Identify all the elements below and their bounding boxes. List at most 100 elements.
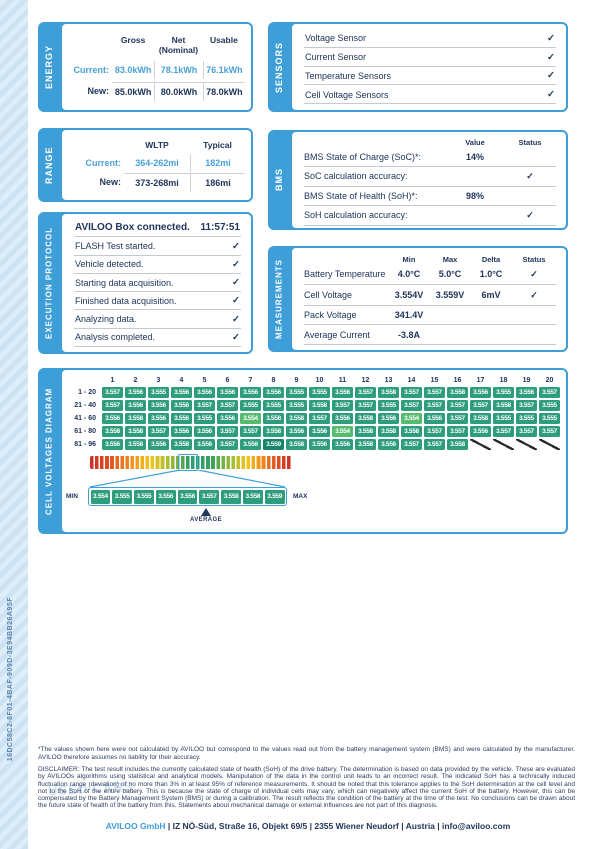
check-icon: ✓ [232, 277, 240, 288]
energy-header-gross: Gross [120, 35, 146, 46]
cell-voltage-value: 3.556 [148, 400, 169, 411]
bms-row-value: 98% [446, 187, 504, 206]
execution-protocol-list: AVILOO Box connected. 11:57:51 FLASH Tes… [74, 219, 241, 347]
grid-column-header: 5 [202, 377, 207, 384]
measurement-max: 5.0°C [430, 265, 470, 285]
grid-column-header: 9 [294, 377, 299, 384]
bms-row-label: BMS State of Charge (SoC)*: [304, 148, 446, 167]
grid-column-header: 10 [315, 377, 324, 384]
check-icon: ✓ [512, 265, 556, 285]
cell-voltage-value: 3.557 [332, 400, 353, 411]
cell-voltage-value: 3.555 [286, 400, 307, 411]
cell-voltage-value: 3.558 [125, 426, 146, 437]
sensor-label: Cell Voltage Sensors [305, 89, 389, 100]
sensors-section: SENSORS Voltage Sensor ✓ Current Sensor … [268, 22, 568, 112]
measurement-min: 3.554V [388, 286, 430, 306]
average-marker-icon [201, 508, 211, 516]
cell-voltage-value: 3.558 [355, 439, 376, 450]
grid-column-header: 20 [545, 377, 554, 384]
cell-voltage-value: 3.557 [355, 400, 376, 411]
measurements-header-empty [304, 254, 388, 265]
report-uuid: 16DC58C2-8F01-4BAF-909D-3E94BB26A95F [7, 596, 14, 761]
grid-column-header: 7 [248, 377, 253, 384]
cell-voltage-value: 3.556 [286, 426, 307, 437]
range-section: RANGE WLTP Typical Current: 364-262mi 18… [38, 128, 253, 202]
cell-voltage-value: 3.556 [194, 426, 215, 437]
cell-voltage-value: 3.556 [309, 426, 330, 437]
grid-corner [66, 376, 100, 385]
grid-column-header: 3 [156, 377, 161, 384]
range-header-typical: Typical [203, 139, 232, 150]
grid-row-label: 1 - 20 [78, 389, 96, 396]
sensor-row: Temperature Sensors ✓ [304, 67, 556, 86]
range-row-label: New: [99, 177, 121, 188]
cell-voltage-value: 3.556 [332, 439, 353, 450]
measurements-header-max: Max [442, 254, 458, 264]
cell-voltage-value: 3.557 [240, 426, 261, 437]
cell-voltage-value: 3.556 [516, 387, 537, 398]
cell-voltage-value: 3.554 [332, 426, 353, 437]
energy-card: Gross Net (Nominal) Usable Current: 83.0… [60, 22, 253, 112]
cell-voltage-value: 3.555 [378, 400, 399, 411]
range-value: 373-268mi [124, 173, 190, 192]
measurement-max [430, 326, 470, 345]
footnote-text: *The values shown here were not calculat… [38, 746, 575, 761]
voltage-scale-strip: 3.554 3.555 3.555 3.556 3.556 3.557 3.558 3.558… [88, 487, 287, 506]
measurements-header-min: Min [402, 254, 416, 264]
gradient-highlight-box [178, 454, 198, 471]
footer-address: | IZ NÖ-Süd, Straße 16, Objekt 69/5 | 23… [165, 821, 511, 831]
scale-cell-value: 3.556 [155, 489, 176, 504]
measurements-header-delta: Delta [481, 254, 501, 264]
bms-header-empty [304, 137, 446, 148]
cell-voltage-value: 3.557 [539, 426, 560, 437]
cell-voltage-value: 3.555 [493, 413, 514, 424]
cell-voltage-value: 3.558 [309, 400, 330, 411]
cell-voltage-value: 3.558 [263, 413, 284, 424]
cell-voltages-card: 1 2 3 4 5 6 7 8 9 10 11 12 13 14 15 16 17 18 19 20 1 - 20 3.5… [60, 368, 568, 534]
range-value: 186mi [190, 173, 245, 193]
protocol-row: Vehicle detected. ✓ [74, 256, 241, 274]
empty-cell-slash-icon [539, 439, 560, 450]
cell-voltage-value: 3.556 [171, 413, 192, 424]
range-value: 182mi [190, 153, 245, 172]
cell-voltage-value: 3.558 [286, 413, 307, 424]
sensors-section-label: SENSORS [274, 41, 284, 93]
protocol-step: Starting data acquisition. [75, 277, 174, 288]
energy-value: 83.0kWh [114, 64, 152, 75]
grid-column-header: 12 [361, 377, 370, 384]
sensor-label: Current Sensor [305, 52, 367, 63]
cell-voltage-value: 3.557 [424, 426, 445, 437]
cell-voltage-value: 3.555 [309, 387, 330, 398]
cell-voltage-value: 3.558 [470, 413, 491, 424]
energy-table: Gross Net (Nominal) Usable Current: 83.0… [66, 30, 245, 104]
grid-column-header: 8 [271, 377, 276, 384]
protocol-row: Finished data acquisition. ✓ [74, 292, 241, 311]
execution-protocol-card: AVILOO Box connected. 11:57:51 FLASH Tes… [60, 212, 253, 354]
execution-protocol-label: EXECUTION PROTOCOL [44, 226, 54, 340]
grid-row-label: 41 - 60 [74, 415, 96, 422]
protocol-step: Finished data acquisition. [75, 295, 177, 306]
measurement-delta: 1.0°C [470, 265, 512, 285]
cell-voltage-value: 3.556 [332, 413, 353, 424]
sensors-card: Voltage Sensor ✓ Current Sensor ✓ Temper… [290, 22, 568, 112]
check-icon [504, 187, 556, 206]
bms-row-value [446, 167, 504, 187]
range-header-wltp: WLTP [145, 139, 169, 150]
cell-voltage-value: 3.558 [125, 413, 146, 424]
bms-row-value [446, 206, 504, 226]
cell-voltage-value: 3.558 [355, 426, 376, 437]
cell-voltage-value: 3.555 [539, 413, 560, 424]
check-icon: ✓ [232, 331, 240, 343]
measurements-table: Min Max Delta Status Battery Temperature… [304, 253, 556, 345]
range-card: WLTP Typical Current: 364-262mi 182mi Ne… [60, 128, 253, 202]
cell-voltage-value: 3.555 [539, 400, 560, 411]
cell-voltage-value: 3.558 [286, 439, 307, 450]
protocol-step: Analysis completed. [75, 332, 156, 343]
measurements-header-status: Status [522, 254, 546, 264]
range-row-label: Current: [85, 157, 122, 168]
check-icon [504, 148, 556, 167]
protocol-row: AVILOO Box connected. 11:57:51 [74, 219, 241, 238]
empty-cell-slash-icon [493, 439, 514, 450]
cell-voltage-value: 3.557 [424, 400, 445, 411]
